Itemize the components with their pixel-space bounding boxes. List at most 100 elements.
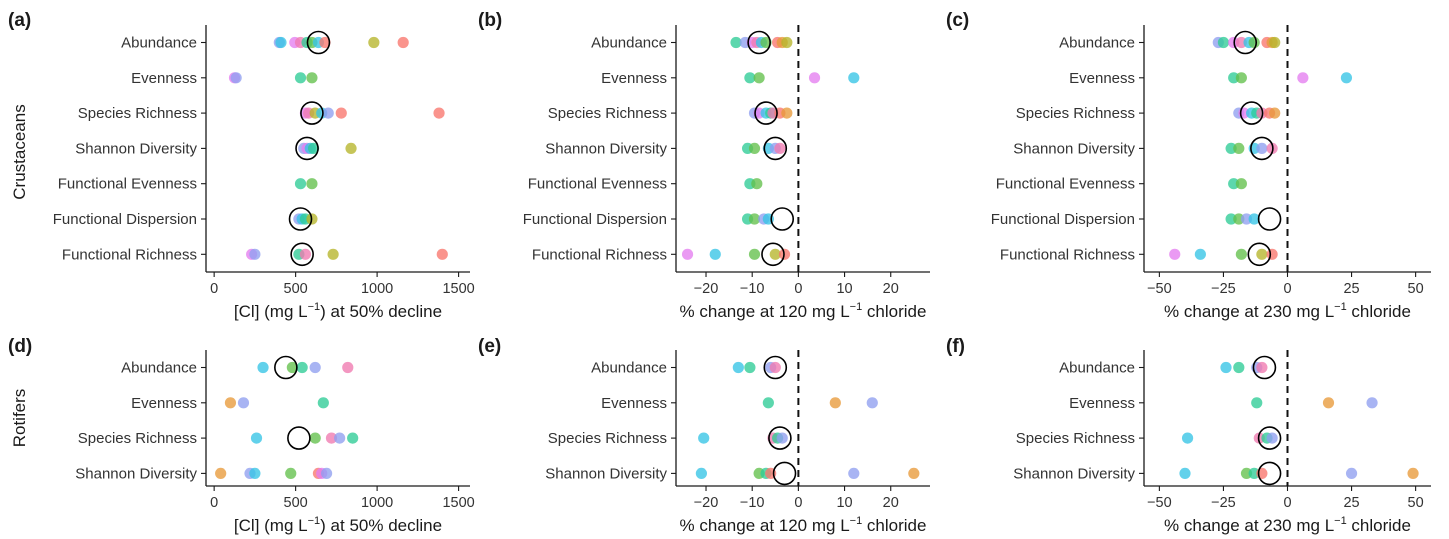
panel-a-letter: (a)	[8, 10, 31, 31]
panel-c-data-point	[1233, 142, 1245, 154]
panel-e-data-point	[744, 361, 756, 374]
panel-f-data-point	[1345, 467, 1358, 479]
panel-c-x-tick-label: −25	[1211, 281, 1236, 297]
panel-f-category-label: Evenness	[1069, 395, 1135, 412]
panel-d-data-point	[257, 361, 269, 374]
panel-d-data-point	[347, 432, 359, 444]
panel-b-data-point	[748, 142, 761, 154]
panel-a-data-point	[299, 248, 312, 260]
panel-a-data-point	[230, 72, 242, 84]
panel-b-x-tick-label: −10	[740, 281, 765, 297]
panel-d-data-point	[215, 467, 227, 479]
panel-d-summary-circle	[287, 426, 311, 450]
panel-a-x-axis-label: [Cl] (mg L−1) at 50% decline	[234, 301, 442, 321]
panel-d-data-point	[237, 397, 250, 409]
panel-f-data-point	[1179, 467, 1191, 479]
panel-a-category-label: Functional Richness	[62, 246, 197, 263]
panel-c-data-point	[1248, 36, 1260, 49]
panel-e-data-point	[695, 467, 708, 479]
panel-e-x-tick-label: −20	[694, 495, 719, 511]
panel-b-category-label: Functional Evenness	[528, 176, 667, 193]
panel-b-letter: (b)	[478, 10, 502, 31]
panel-c-category-label: Species Richness	[1016, 105, 1135, 122]
panel-d-x-tick-label: 500	[284, 495, 308, 511]
panel-c-letter: (c)	[946, 10, 969, 31]
panel-c-x-tick-label: −50	[1147, 281, 1172, 297]
panel-a-x-tick-label: 500	[284, 281, 308, 297]
panel-c-x-axis-label: % change at 230 mg L−1 chloride	[1164, 301, 1411, 321]
panel-f-x-tick-label: −25	[1211, 495, 1236, 511]
panel-d-data-point	[286, 361, 298, 374]
panel-f-x-axis-label: % change at 230 mg L−1 chloride	[1164, 515, 1411, 535]
panel-a-category-label: Abundance	[121, 35, 197, 52]
panel-e-data-point	[866, 397, 878, 409]
panel-a-data-point	[345, 142, 357, 154]
panel-c-data-point	[1256, 248, 1268, 260]
panel-d-data-point	[249, 467, 261, 479]
panel-c-data-point	[1340, 72, 1353, 84]
panel-c-category-label: Functional Evenness	[996, 176, 1135, 193]
panel-c-data-point	[1235, 72, 1247, 84]
panel-d-data-point	[296, 361, 308, 374]
panel-e-category-label: Abundance	[591, 360, 667, 377]
panel-b-category-label: Functional Dispersion	[523, 211, 667, 228]
panel-a-data-point	[306, 178, 318, 190]
panel-c-summary-circle	[1239, 101, 1264, 125]
panel-e-category-label: Shannon Diversity	[545, 465, 667, 482]
panel-a-category-label: Species Richness	[78, 105, 197, 122]
panel-b-data-point	[753, 72, 765, 84]
panel-e-x-tick-label: 10	[836, 495, 852, 511]
panel-a-data-point	[433, 107, 445, 119]
panel-c-category-label: Functional Richness	[1000, 246, 1135, 263]
panel-e-data-point	[732, 361, 744, 374]
panel-a-x-tick-label: 1500	[442, 281, 474, 297]
panel-b-summary-circle	[761, 242, 785, 267]
panel-f-data-point	[1181, 432, 1194, 444]
panel-b-category-label: Evenness	[601, 70, 667, 87]
panel-b-category-label: Species Richness	[548, 105, 667, 122]
panel-b-summary-circle	[747, 30, 771, 55]
panel-e-x-tick-label: −10	[740, 495, 765, 511]
panel-d-x-tick-label: 1500	[442, 495, 474, 511]
panel-a-x-tick-label: 1000	[361, 281, 393, 297]
panel-c-data-point	[1225, 213, 1237, 225]
panel-d-data-point	[334, 432, 346, 444]
panel-b-data-point	[781, 36, 793, 49]
panel-a-data-point	[249, 248, 261, 260]
panel-a-category-label: Evenness	[131, 70, 197, 87]
panel-d-data-point	[285, 467, 297, 479]
panel-b-data-point	[748, 248, 761, 260]
panel-a-data-point	[436, 248, 448, 260]
row-label-rotifers: Rotifers	[10, 389, 29, 448]
panel-a-category-label: Shannon Diversity	[75, 140, 197, 157]
panel-e-data-point	[776, 432, 788, 444]
panel-b-data-point	[760, 36, 772, 49]
panel-c-x-tick-label: 25	[1343, 281, 1359, 297]
panel-c-data-point	[1240, 213, 1253, 225]
panel-d-data-point	[309, 361, 321, 374]
panel-c-summary-circle	[1257, 207, 1282, 231]
panel-e-letter: (e)	[478, 336, 501, 357]
panel-c-data-point	[1225, 142, 1237, 154]
panel-f-data-point	[1366, 397, 1378, 409]
panel-c-x-tick-label: 0	[1283, 281, 1291, 297]
panel-f-x-tick-label: 50	[1408, 495, 1424, 511]
panel-b-data-point	[751, 178, 763, 190]
panel-a-category-label: Functional Dispersion	[53, 211, 197, 228]
panel-d-x-tick-label: 0	[210, 495, 218, 511]
panel-b-data-point	[848, 72, 860, 84]
panel-c-data-point	[1169, 248, 1181, 260]
panel-a-summary-circle	[288, 207, 313, 231]
panel-b-x-axis-label: % change at 120 mg L−1 chloride	[680, 301, 927, 321]
panel-f-data-point	[1256, 361, 1268, 374]
panel-c-summary-circle	[1233, 30, 1258, 55]
panel-c-data-point	[1233, 213, 1245, 225]
panel-f-category-label: Shannon Diversity	[1013, 465, 1135, 482]
panel-f-summary-circle	[1257, 461, 1282, 486]
panel-c-category-label: Abundance	[1059, 35, 1135, 52]
panel-e-x-tick-label: 0	[794, 495, 802, 511]
panel-f-data-point	[1407, 467, 1419, 479]
panel-f-data-point	[1233, 361, 1245, 374]
panel-d-x-tick-label: 1000	[361, 495, 393, 511]
panel-a-summary-circle	[290, 242, 314, 267]
